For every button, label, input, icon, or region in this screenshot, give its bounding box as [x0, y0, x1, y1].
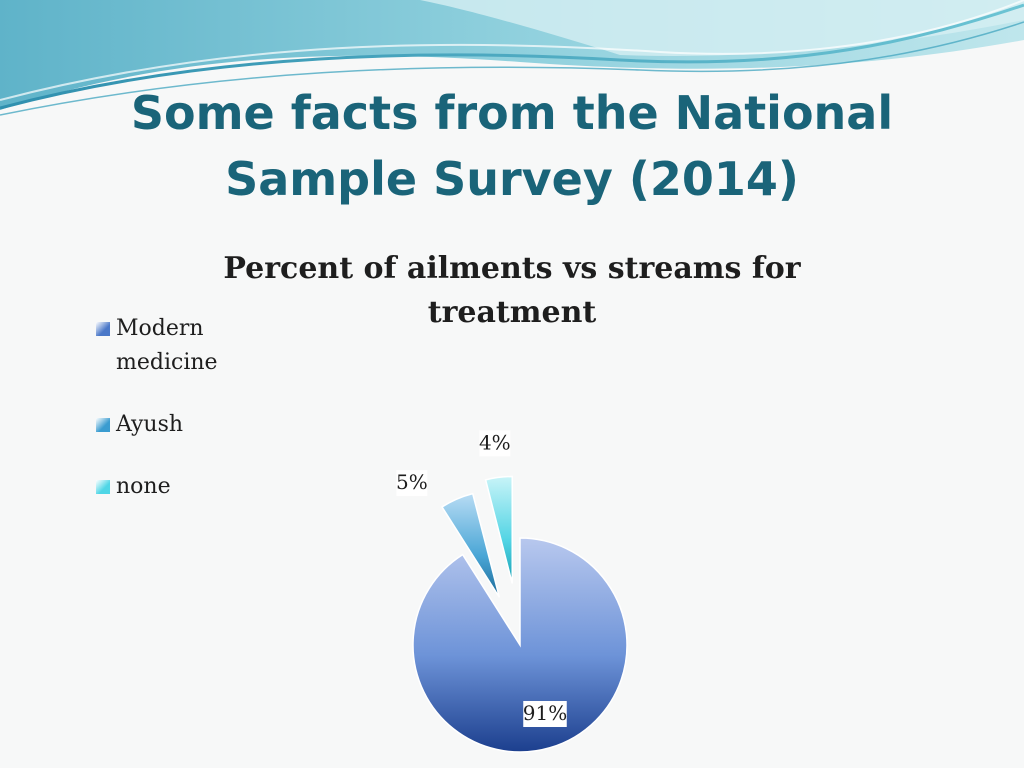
- data-label-bg-none: [479, 430, 511, 457]
- legend-item-ayush: Ayush: [92, 408, 252, 442]
- data-label-bg-modern-medicine: [523, 701, 567, 727]
- legend-label-none: none: [116, 474, 171, 499]
- legend-label-modern-medicine: Modern medicine: [116, 316, 218, 375]
- background-wave-decoration: [0, 0, 1024, 116]
- data-label-ayush: 5%: [396, 470, 428, 494]
- legend-item-modern-medicine: Modern medicine: [92, 312, 252, 380]
- data-label-none: 4%: [479, 430, 511, 454]
- legend-item-none: none: [92, 470, 252, 504]
- data-label-modern-medicine: 91%: [523, 701, 567, 725]
- pie-slice-none: [484, 475, 513, 584]
- legend-swatch-none: [96, 480, 110, 494]
- data-label-bg-ayush: [396, 470, 428, 497]
- legend-label-ayush: Ayush: [116, 412, 184, 437]
- slide-title: Some facts from the National Sample Surv…: [130, 86, 894, 206]
- pie-slice-ayush: [440, 492, 501, 598]
- legend-swatch-ayush: [96, 418, 110, 432]
- pie-slice-modern-medicine: [412, 537, 628, 753]
- legend-swatch-modern-medicine: [96, 322, 110, 336]
- chart-title: Percent of ailments vs streams for treat…: [223, 251, 801, 330]
- chart-legend: Modern medicine Ayush none: [92, 312, 252, 532]
